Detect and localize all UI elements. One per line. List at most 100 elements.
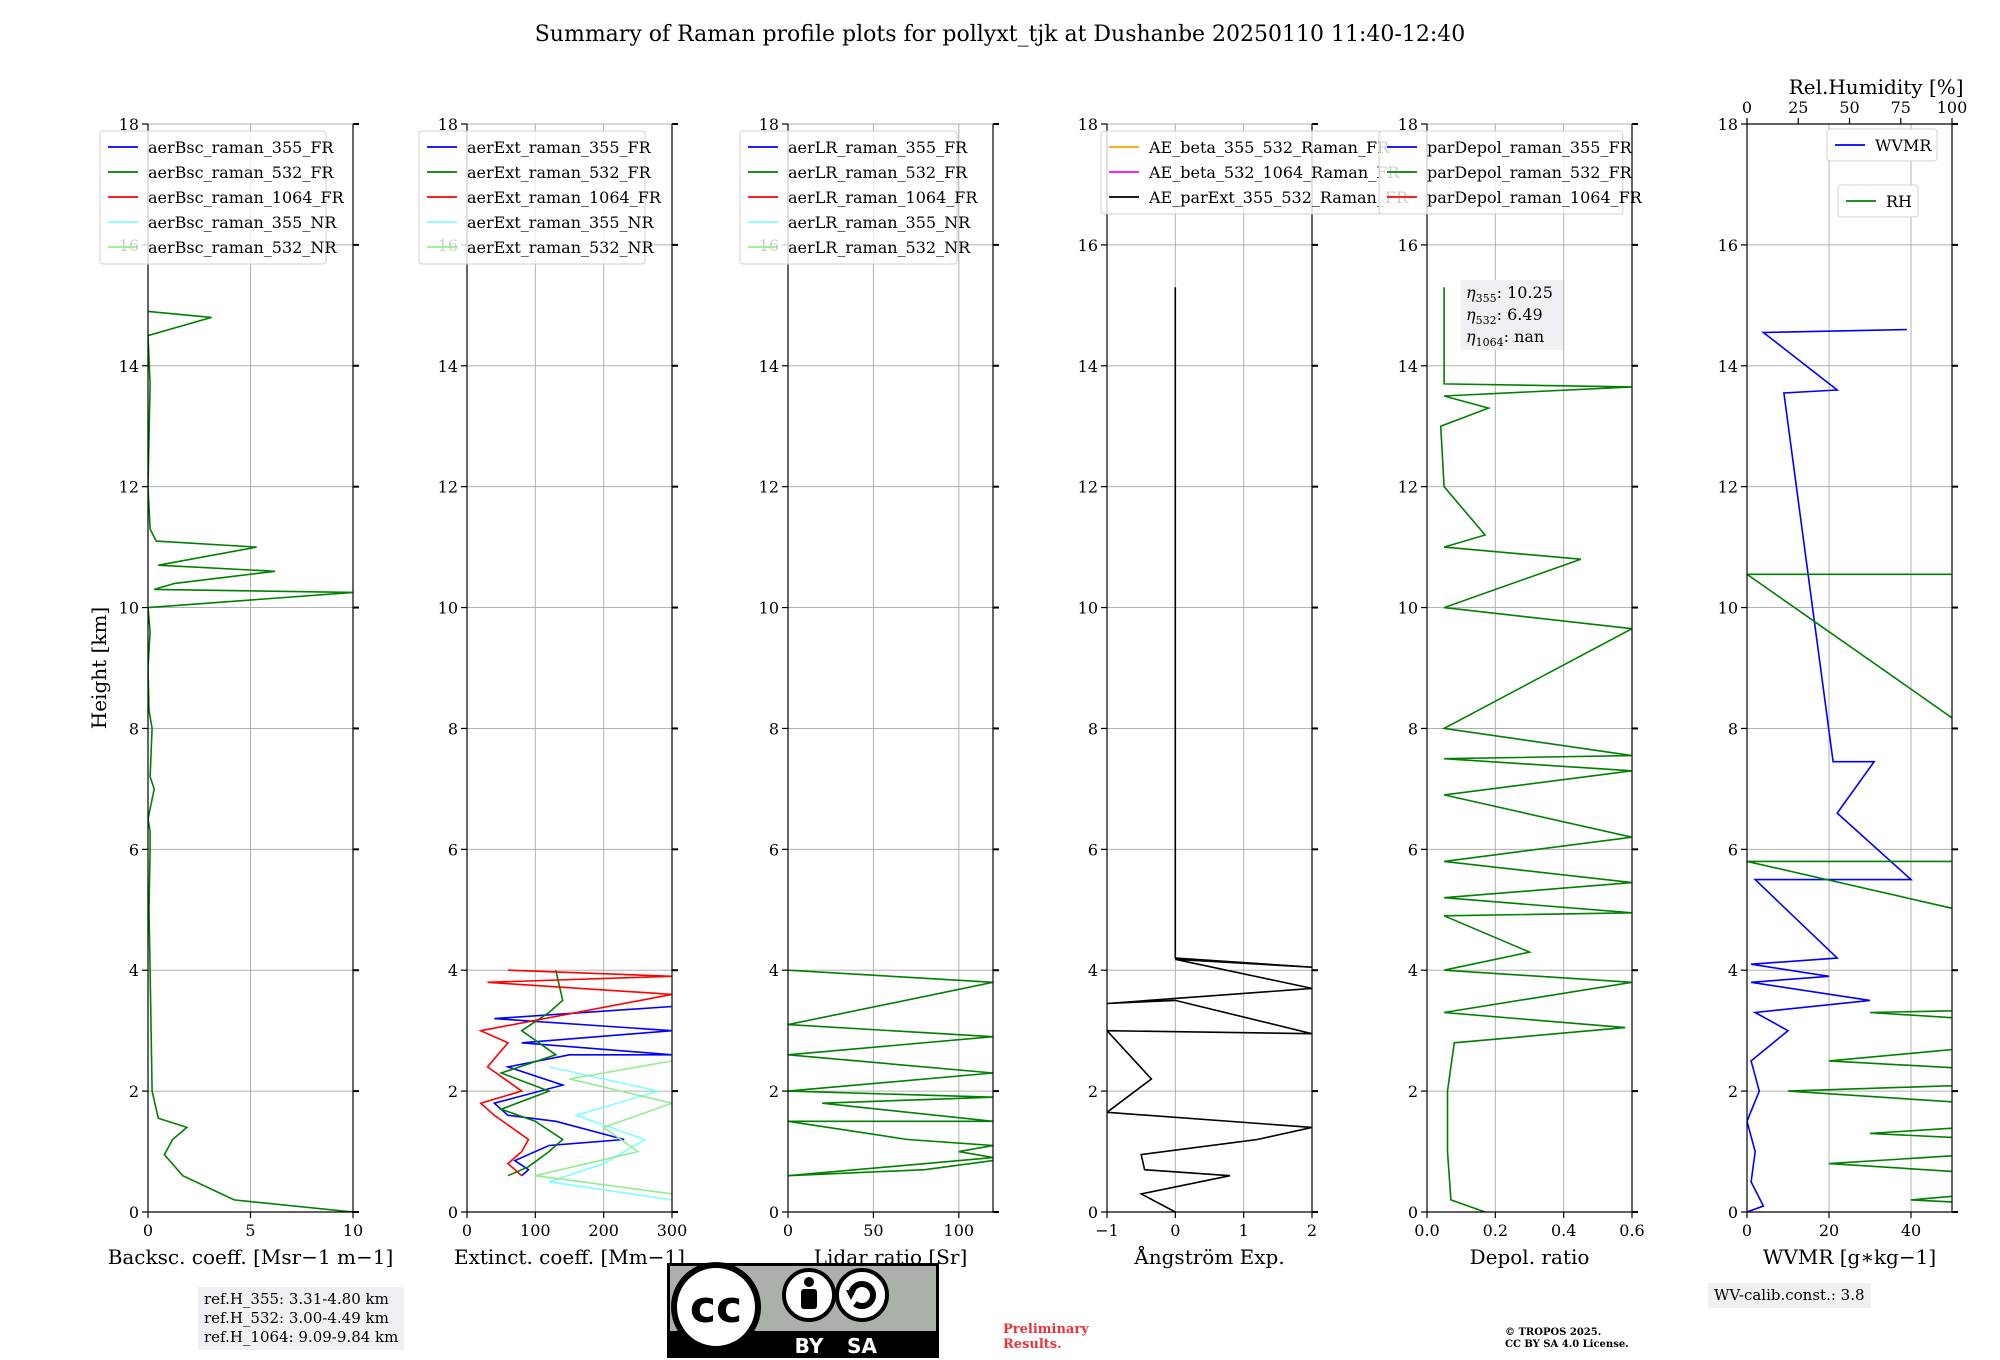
- series-line-aerLR_raman_532_FR: [788, 969, 993, 1177]
- top-x-tick-label: 100: [1937, 98, 1968, 117]
- y-tick-label: 12: [438, 478, 458, 497]
- legend-entry: AE_beta_355_532_Raman_FR: [1148, 138, 1390, 157]
- x-tick-label: 0: [462, 1221, 472, 1240]
- y-tick-label: 2: [129, 1082, 139, 1101]
- x-axis-label: WVMR [g∗kg−1]: [1763, 1245, 1936, 1269]
- legend-entry: aerBsc_raman_532_NR: [148, 238, 337, 257]
- y-tick-label: 10: [1718, 599, 1738, 618]
- y-tick-label: 10: [119, 599, 139, 618]
- x-tick-label: 0: [783, 1221, 793, 1240]
- legend: aerExt_raman_355_FR aerExt_raman_532_FRae…: [418, 130, 662, 265]
- legend-box: [99, 130, 327, 265]
- legend: aerBsc_raman_355_FR aerBsc_raman_532_FRae…: [99, 130, 345, 265]
- legend-entry: aerExt_raman_532_NR: [467, 238, 655, 257]
- y-tick-label: 0: [769, 1203, 779, 1222]
- y-tick-label: 18: [1718, 115, 1738, 134]
- series-line-aerBsc_raman_532_FR: [148, 310, 353, 1212]
- legend-entry: RH: [1886, 192, 1912, 211]
- y-tick-label: 14: [1718, 357, 1738, 376]
- x-tick-label: 50: [863, 1221, 883, 1240]
- top-x-tick-label: 75: [1891, 98, 1911, 117]
- y-tick-label: 12: [119, 478, 139, 497]
- legend-entry: parDepol_raman_355_FR: [1427, 138, 1633, 157]
- x-tick-label: 0: [1742, 1221, 1752, 1240]
- legend-entry: aerLR_raman_532_NR: [788, 238, 971, 257]
- figure-title: Summary of Raman profile plots for polly…: [534, 22, 1466, 47]
- y-tick-label: 2: [1088, 1082, 1098, 1101]
- y-tick-label: 12: [1078, 478, 1098, 497]
- y-tick-label: 12: [1398, 478, 1418, 497]
- legend: parDepol_raman_355_FR parDepol_raman_532_…: [1378, 130, 1643, 215]
- y-tick-label: 18: [119, 115, 139, 134]
- top-x-tick-label: 25: [1788, 98, 1808, 117]
- chart-panel-1: 0246810121416180510Backsc. coeff. [Msr−1…: [87, 115, 393, 1269]
- x-axis-label: Depol. ratio: [1470, 1245, 1590, 1269]
- series-line-AE_parExt_355_532_Raman_FR: [1107, 287, 1312, 1212]
- x-tick-label: 1: [1239, 1221, 1249, 1240]
- cc-circle-icon: [671, 1262, 761, 1352]
- preliminary-note: Preliminary Results.: [1003, 1322, 1089, 1352]
- legend-box: [418, 130, 646, 265]
- legend-entry: aerBsc_raman_1064_FR: [148, 188, 345, 207]
- sa-label: SA: [847, 1334, 877, 1358]
- x-tick-label: 2: [1307, 1221, 1317, 1240]
- x-tick-label: 40: [1901, 1221, 1921, 1240]
- series-line-RH: [1747, 573, 1952, 1203]
- y-tick-label: 10: [759, 599, 779, 618]
- x-tick-label: 10: [343, 1221, 363, 1240]
- x-tick-label: 0.2: [1483, 1221, 1508, 1240]
- y-tick-label: 4: [1728, 961, 1738, 980]
- y-tick-label: 0: [129, 1203, 139, 1222]
- y-tick-label: 0: [1728, 1203, 1738, 1222]
- eta-532: η532: 6.49: [1466, 305, 1543, 327]
- legend-entry: aerLR_raman_355_NR: [788, 213, 971, 232]
- legend-entry: aerExt_raman_532_FR: [467, 163, 652, 182]
- legend-RH: RH: [1837, 184, 1919, 218]
- y-tick-label: 2: [769, 1082, 779, 1101]
- legend-entry: parDepol_raman_532_FR: [1427, 163, 1633, 182]
- legend-entry: AE_beta_532_1064_Raman_FR: [1148, 163, 1400, 182]
- top-axis-label: Rel.Humidity [%]: [1789, 75, 1964, 99]
- y-tick-label: 2: [448, 1082, 458, 1101]
- x-tick-label: 0: [1170, 1221, 1180, 1240]
- wv-calibration-text: WV-calib.const.: 3.8: [1714, 1286, 1865, 1304]
- x-tick-label: 0.4: [1551, 1221, 1576, 1240]
- ref-height-1064: ref.H_1064: 9.09-9.84 km: [204, 1328, 399, 1346]
- cc-by-sa-license-icon: cc BY SA: [667, 1262, 939, 1358]
- y-tick-label: 4: [769, 961, 779, 980]
- x-tick-label: 100: [520, 1221, 551, 1240]
- x-tick-label: 20: [1819, 1221, 1839, 1240]
- annotation-box: [1461, 280, 1563, 350]
- x-tick-label: 300: [657, 1221, 688, 1240]
- legend-entry: AE_parExt_355_532_Raman_FR: [1148, 188, 1409, 207]
- legend-entry: aerLR_raman_355_FR: [788, 138, 968, 157]
- top-x-tick-label: 50: [1839, 98, 1859, 117]
- y-tick-label: 4: [1088, 961, 1098, 980]
- y-tick-label: 6: [129, 840, 139, 859]
- y-tick-label: 0: [1408, 1203, 1418, 1222]
- legend-entry: aerExt_raman_355_FR: [467, 138, 652, 157]
- series-line-aerExt_raman_532_FR: [498, 970, 565, 1177]
- eta-355: η355: 10.25: [1466, 283, 1553, 305]
- y-tick-label: 8: [1728, 719, 1738, 738]
- legend-entry: aerBsc_raman_532_FR: [148, 163, 334, 182]
- ref-height-355: ref.H_355: 3.31-4.80 km: [204, 1290, 389, 1308]
- y-tick-label: 16: [1718, 236, 1738, 255]
- y-tick-label: 10: [1398, 599, 1418, 618]
- y-tick-label: 6: [769, 840, 779, 859]
- legend-box: [739, 130, 958, 265]
- x-tick-label: 0.0: [1414, 1221, 1439, 1240]
- reference-heights-box: ref.H_355: 3.31-4.80 km ref.H_532: 3.00-…: [198, 1287, 405, 1350]
- y-tick-label: 6: [448, 840, 458, 859]
- y-tick-label: 16: [1398, 236, 1418, 255]
- y-tick-label: 4: [129, 961, 139, 980]
- series-line-aerExt_raman_532_NR: [535, 1060, 672, 1195]
- x-axis-label: Ångström Exp.: [1133, 1244, 1284, 1269]
- preliminary-line-1: Preliminary: [1003, 1322, 1089, 1337]
- y-tick-label: 12: [759, 478, 779, 497]
- legend-box: [1837, 184, 1919, 218]
